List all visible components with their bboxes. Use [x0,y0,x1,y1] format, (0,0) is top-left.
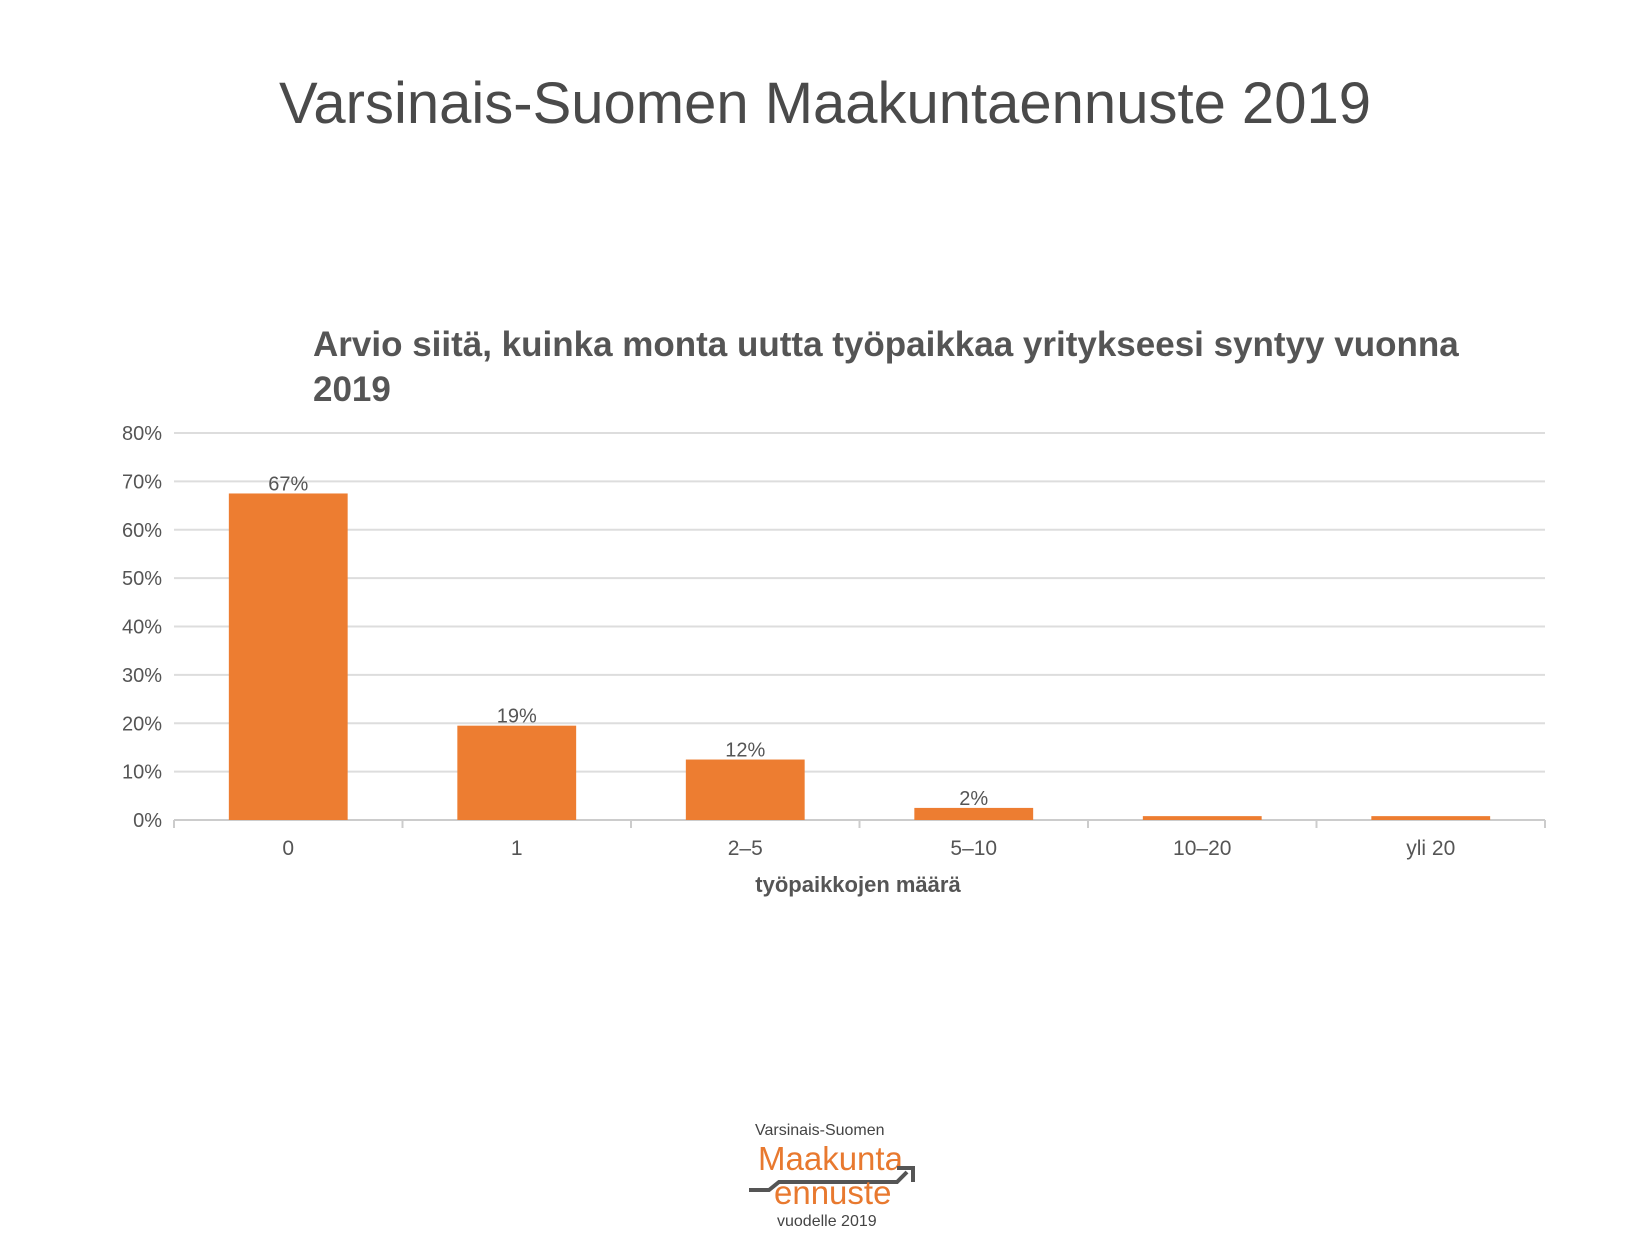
chart-title: Arvio siitä, kuinka monta uutta työpaikk… [313,325,1459,409]
y-tick-labels: 0% 10% 20% 30% 40% 50% 60% 70% 80% [122,423,162,832]
x-tick-label-2: 2–5 [728,837,763,860]
bar-0 [228,493,348,820]
bar-2 [685,759,805,820]
x-tick-label-0: 0 [282,837,294,860]
data-label-3: 2% [959,788,988,810]
x-tick-label-4: 10–20 [1173,837,1231,860]
bar-1 [457,725,577,820]
bars [228,493,1491,820]
y-tick-label: 0% [133,810,162,832]
data-label-0: 67% [268,473,308,495]
y-tick-label: 40% [122,617,162,639]
y-tick-label: 30% [122,665,162,687]
logo-line-2: Maakunta [758,1140,903,1177]
logo-line-1: Varsinais-Suomen [755,1122,885,1139]
x-tick-label-3: 5–10 [950,837,997,860]
x-tick-label-5: yli 20 [1406,837,1455,860]
data-labels: 67% 19% 12% 2% [268,473,988,809]
y-tick-label: 70% [122,471,162,493]
bar-4 [1142,816,1262,820]
bar-3 [914,807,1034,820]
y-tick-label: 10% [122,762,162,784]
y-tick-label: 20% [122,713,162,735]
data-label-2: 12% [725,740,765,762]
grid-lines [173,432,1546,828]
x-tick-label-1: 1 [511,837,523,860]
bar-5 [1371,816,1491,820]
x-axis-title: työpaikkojen määrä [755,872,961,897]
logo-line-3: ennuste [774,1174,892,1211]
y-tick-label: 50% [122,568,162,590]
logo-arrow-icon [749,1166,915,1192]
y-tick-label: 60% [122,520,162,542]
data-label-1: 19% [497,706,537,728]
page-title: Varsinais-Suomen Maakuntaennuste 2019 [279,71,1371,136]
logo-line-4: vuodelle 2019 [777,1213,877,1230]
x-tick-labels: 0 1 2–5 5–10 10–20 yli 20 [282,837,1455,860]
y-tick-label: 80% [122,423,162,445]
maakuntaennuste-logo: Varsinais-Suomen Maakunta ennuste vuodel… [700,1118,960,1238]
